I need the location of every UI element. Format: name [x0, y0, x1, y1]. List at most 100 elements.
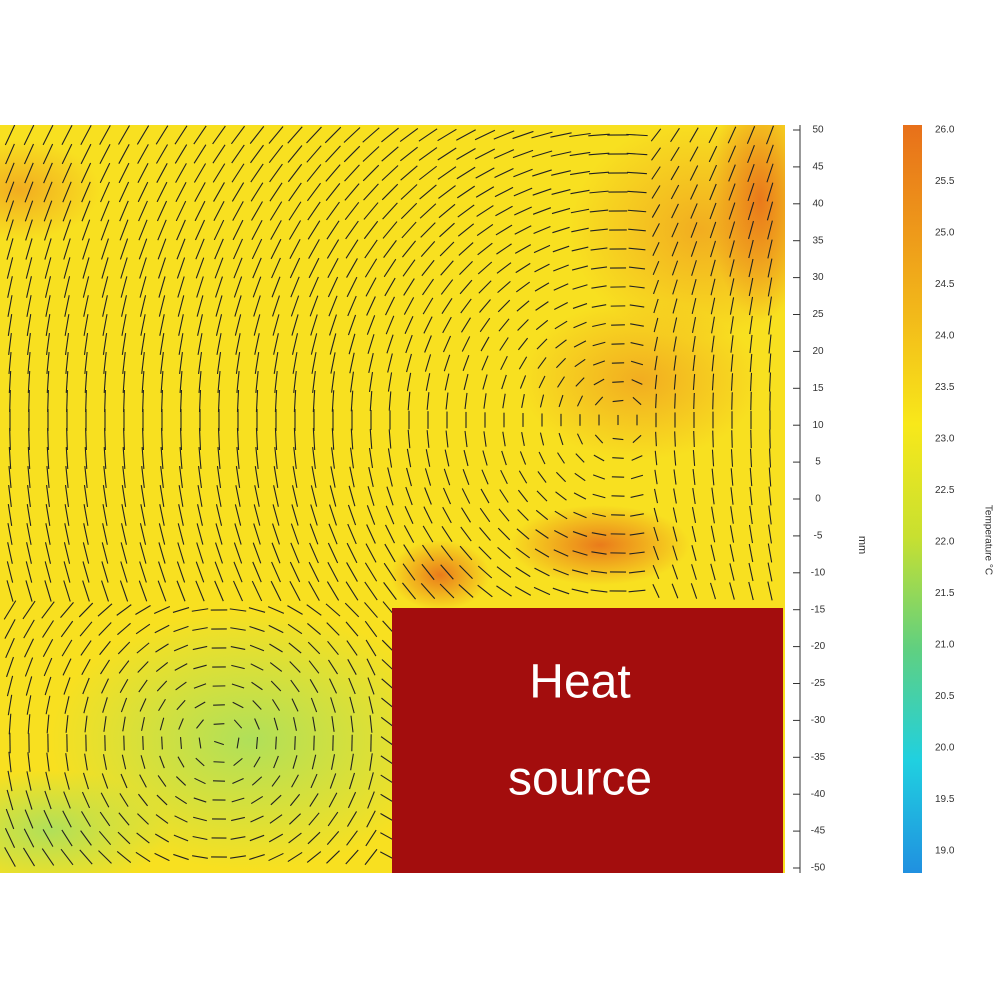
- vector: [672, 526, 678, 542]
- vector: [712, 430, 714, 448]
- vector: [366, 296, 376, 316]
- vector: [65, 370, 69, 394]
- vector: [767, 239, 773, 259]
- vector: [81, 200, 91, 222]
- vector: [768, 334, 772, 354]
- vector: [7, 523, 13, 545]
- vector: [255, 389, 259, 413]
- vector: [289, 257, 301, 279]
- vector: [234, 523, 242, 545]
- vector: [104, 427, 106, 451]
- vector: [230, 125, 246, 145]
- colorbar-tick-label: 24.0: [935, 331, 955, 342]
- vector: [457, 223, 475, 237]
- axis-tick-label: -15: [811, 604, 826, 615]
- vector: [118, 162, 130, 184]
- vector: [493, 149, 515, 159]
- vector: [308, 257, 320, 279]
- vector: [690, 184, 698, 200]
- vector: [291, 774, 299, 788]
- vector: [311, 754, 317, 770]
- vector: [253, 523, 261, 545]
- vector: [731, 392, 733, 410]
- vector: [139, 276, 147, 298]
- vector: [479, 317, 491, 333]
- vector: [462, 355, 470, 371]
- heat-source-label: source: [508, 753, 652, 806]
- vector: [291, 485, 299, 507]
- vector: [590, 570, 608, 574]
- vector: [653, 298, 659, 314]
- vector: [438, 185, 456, 199]
- vector: [628, 247, 646, 251]
- vector: [518, 470, 528, 484]
- vector: [652, 564, 660, 580]
- vector: [43, 162, 53, 184]
- vector: [27, 351, 31, 375]
- vector: [267, 606, 285, 614]
- vector: [654, 355, 658, 371]
- vector: [196, 542, 204, 564]
- vector: [406, 372, 412, 392]
- vector: [655, 431, 657, 447]
- vector: [158, 698, 166, 712]
- vector: [382, 221, 398, 239]
- vector: [236, 370, 240, 394]
- vector: [493, 130, 515, 140]
- vector: [307, 831, 321, 845]
- vector: [102, 754, 108, 770]
- vector: [327, 659, 339, 675]
- vector: [215, 314, 223, 336]
- vector: [329, 773, 337, 789]
- vector: [273, 717, 279, 731]
- vector: [571, 588, 589, 594]
- vector: [426, 392, 430, 410]
- vector: [140, 333, 146, 355]
- vector: [384, 543, 396, 563]
- vector: [101, 678, 109, 694]
- vector: [349, 371, 355, 393]
- vector: [331, 447, 335, 469]
- vector: [84, 446, 88, 470]
- vector: [176, 219, 186, 241]
- vector: [555, 357, 567, 369]
- vector: [173, 834, 189, 842]
- vector: [293, 717, 297, 731]
- vector: [404, 315, 414, 335]
- vector: [366, 810, 376, 828]
- vector: [345, 220, 359, 240]
- colorbar-tick-label: 22.5: [935, 485, 955, 496]
- vector: [442, 316, 452, 334]
- vector: [749, 448, 753, 468]
- vector: [84, 715, 88, 733]
- vector: [767, 581, 773, 601]
- vector: [672, 279, 678, 295]
- vector: [422, 278, 434, 296]
- vector: [766, 182, 774, 202]
- vector: [268, 144, 284, 164]
- vector: [457, 204, 475, 218]
- vector: [709, 183, 717, 201]
- vector: [254, 718, 260, 730]
- vector: [158, 542, 166, 564]
- heat-source: [392, 608, 783, 873]
- vector: [325, 603, 341, 617]
- vector: [61, 125, 73, 146]
- vector: [268, 852, 284, 862]
- vector: [589, 190, 609, 194]
- vector: [670, 146, 680, 162]
- vector: [156, 163, 168, 183]
- vector: [329, 485, 337, 507]
- vector: [83, 504, 89, 526]
- vector: [123, 389, 125, 413]
- vector: [83, 333, 89, 355]
- vector: [533, 244, 551, 254]
- vector: [139, 542, 147, 564]
- vector: [46, 333, 50, 355]
- vector: [100, 181, 110, 203]
- vector: [671, 222, 679, 238]
- vector: [289, 561, 301, 583]
- vector: [272, 314, 280, 336]
- vector: [729, 297, 735, 315]
- vector: [400, 165, 418, 181]
